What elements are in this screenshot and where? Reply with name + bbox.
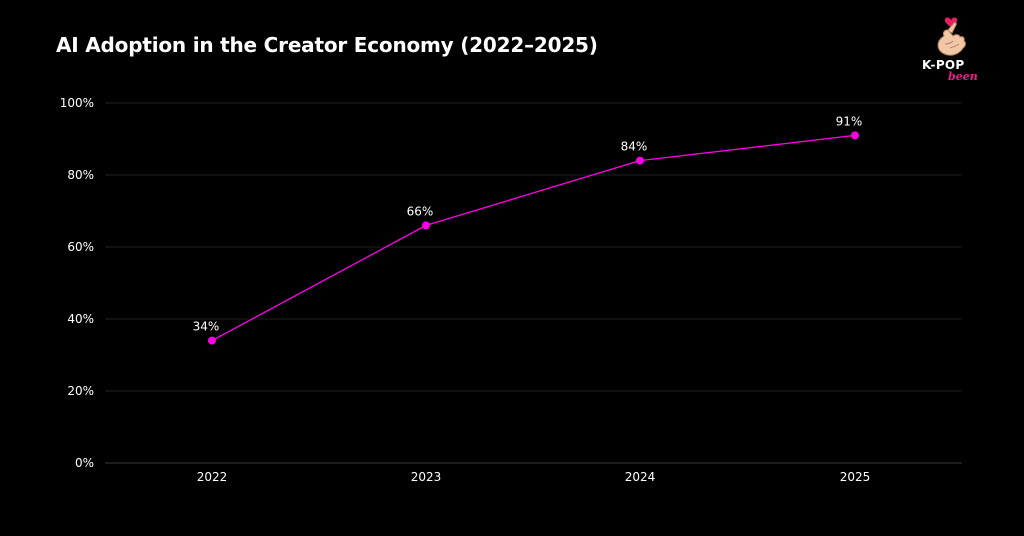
y-tick-label: 40% [67, 312, 94, 326]
data-label: 91% [836, 114, 863, 128]
y-tick-label: 0% [75, 456, 94, 470]
data-label: 34% [193, 320, 220, 334]
chart-title: AI Adoption in the Creator Economy (2022… [56, 33, 598, 57]
brand-logo: K-POP been [918, 14, 988, 86]
data-point [636, 156, 644, 165]
data-point [208, 336, 216, 345]
y-tick-label: 20% [67, 384, 94, 398]
data-point [851, 131, 859, 140]
series-line [211, 134, 856, 342]
data-label: 66% [407, 204, 434, 218]
logo-text-been: been [948, 70, 978, 83]
data-label: 84% [621, 140, 648, 154]
x-tick-label: 2024 [625, 470, 656, 484]
y-tick-label: 100% [60, 96, 94, 110]
y-tick-label: 80% [67, 168, 94, 182]
x-tick-label: 2025 [840, 470, 871, 484]
x-tick-label: 2023 [411, 470, 442, 484]
data-point [422, 221, 430, 230]
x-tick-label: 2022 [197, 470, 228, 484]
finger-heart-icon [937, 17, 966, 56]
y-tick-label: 60% [67, 240, 94, 254]
logo-text-kpop: K-POP [922, 58, 965, 72]
